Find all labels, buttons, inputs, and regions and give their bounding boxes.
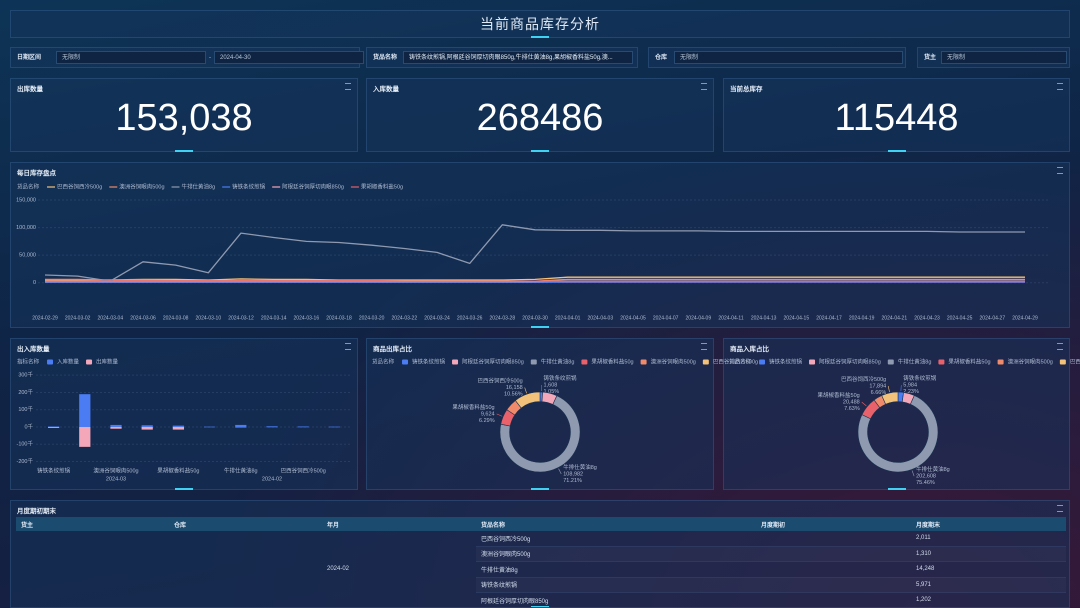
product-filter: 货品名称 铸铁条纹煎锅,阿根廷谷饲厚切肉眼850g,牛排仕黄油8g,果胡椒香料盐…: [366, 47, 638, 68]
chart-title: 出入库数量: [17, 346, 50, 353]
date-end[interactable]: 2024-04-30: [214, 51, 364, 64]
chart-panel: 商品入库占比: [723, 338, 1070, 490]
chart-title: 每日库存盘点: [17, 170, 56, 177]
product-cell: 牛排仕黄油8g: [476, 561, 756, 578]
product-select[interactable]: 铸铁条纹煎锅,阿根廷谷饲厚切肉眼850g,牛排仕黄油8g,果胡椒香料盐50g,澳…: [403, 51, 633, 64]
table-row: 阿根廷谷饲厚切肉眼850g 1,202: [16, 592, 1066, 607]
owner-cell: [16, 531, 169, 607]
kpi-card: 出库数量 153,038: [10, 78, 358, 152]
chart-panel: 出入库数量: [10, 338, 358, 490]
closing-cell: 5,971: [911, 577, 1066, 593]
owner-select[interactable]: 无限制: [941, 51, 1067, 64]
title-bar: 当前商品库存分析: [10, 10, 1070, 38]
closing-cell: 14,248: [911, 561, 1066, 578]
chart-panel: 每日库存盘点: [10, 162, 1070, 328]
month-cell: 2024-02: [322, 531, 476, 607]
opening-cell: [756, 561, 911, 578]
date-separator: -: [209, 55, 211, 61]
opening-cell: [756, 577, 911, 593]
filter-label: 日期区间: [17, 55, 42, 61]
table: 货主 仓库 年月 货品名称 月度期初 月度期末 2024-02 巴西谷饲西冷500g 2,01…: [16, 517, 1066, 607]
kpi-card: 当前总库存 115448: [723, 78, 1070, 152]
product-cell: 铸铁条纹煎锅: [476, 577, 756, 593]
kpi-value: 115448: [834, 97, 959, 139]
column-header: 年月: [322, 517, 476, 531]
legend-label: 巴西谷饲西冷500g: [1070, 357, 1080, 365]
kpi-label: 当前总库存: [730, 86, 763, 93]
warehouse-filter: 仓库 无限制: [648, 47, 906, 68]
opening-cell: [756, 531, 911, 547]
closing-cell: 1,310: [911, 546, 1066, 562]
table-header: 货主 仓库 年月 货品名称 月度期初 月度期末: [16, 517, 1066, 531]
opening-cell: [756, 546, 911, 562]
kpi-label: 入库数量: [373, 86, 399, 93]
table-row: 2024-02 巴西谷饲西冷500g 2,011: [16, 531, 1066, 607]
opening-cell: [756, 592, 911, 607]
kpi-label: 出库数量: [17, 86, 43, 93]
column-header: 仓库: [169, 517, 322, 531]
kpi-value: 268486: [476, 97, 604, 139]
kpi-card: 入库数量 268486: [366, 78, 714, 152]
page-title: 当前商品库存分析: [480, 16, 600, 32]
filter-label: 货主: [924, 55, 937, 61]
date-start[interactable]: 无限制: [56, 51, 206, 64]
table-title: 月度期初期末: [17, 508, 56, 515]
table-row: 牛排仕黄油8g 14,248: [16, 561, 1066, 578]
chart-panel: 商品出库占比: [366, 338, 714, 490]
warehouse-cell: [169, 531, 322, 607]
chart-title: 商品入库占比: [730, 346, 769, 353]
closing-cell: 2,011: [911, 531, 1066, 547]
chart-title: 商品出库占比: [373, 346, 412, 353]
column-header: 月度期末: [911, 517, 1066, 531]
warehouse-select[interactable]: 无限制: [674, 51, 903, 64]
closing-cell: 1,202: [911, 592, 1066, 607]
table-row: 铸铁条纹煎锅 5,971: [16, 577, 1066, 593]
column-header: 月度期初: [756, 517, 911, 531]
column-header: 货主: [16, 517, 169, 531]
filter-label: 仓库: [655, 55, 668, 61]
table-panel: 月度期初期末 货主 仓库 年月 货品名称 月度期初 月度期末 2024-02 巴西谷饲西冷5…: [10, 500, 1070, 608]
filter-label: 货品名称: [373, 55, 398, 61]
product-cell: 阿根廷谷饲厚切肉眼850g: [476, 592, 756, 607]
kpi-value: 153,038: [115, 97, 253, 139]
table-row: 澳洲谷饲眼肉500g 1,310: [16, 546, 1066, 562]
product-cell: 澳洲谷饲眼肉500g: [476, 546, 756, 562]
product-cell: 巴西谷饲西冷500g: [476, 531, 756, 547]
owner-filter: 货主 无限制: [917, 47, 1070, 68]
date-filter: 日期区间 无限制 - 2024-04-30: [10, 47, 364, 68]
column-header: 货品名称: [476, 517, 756, 531]
